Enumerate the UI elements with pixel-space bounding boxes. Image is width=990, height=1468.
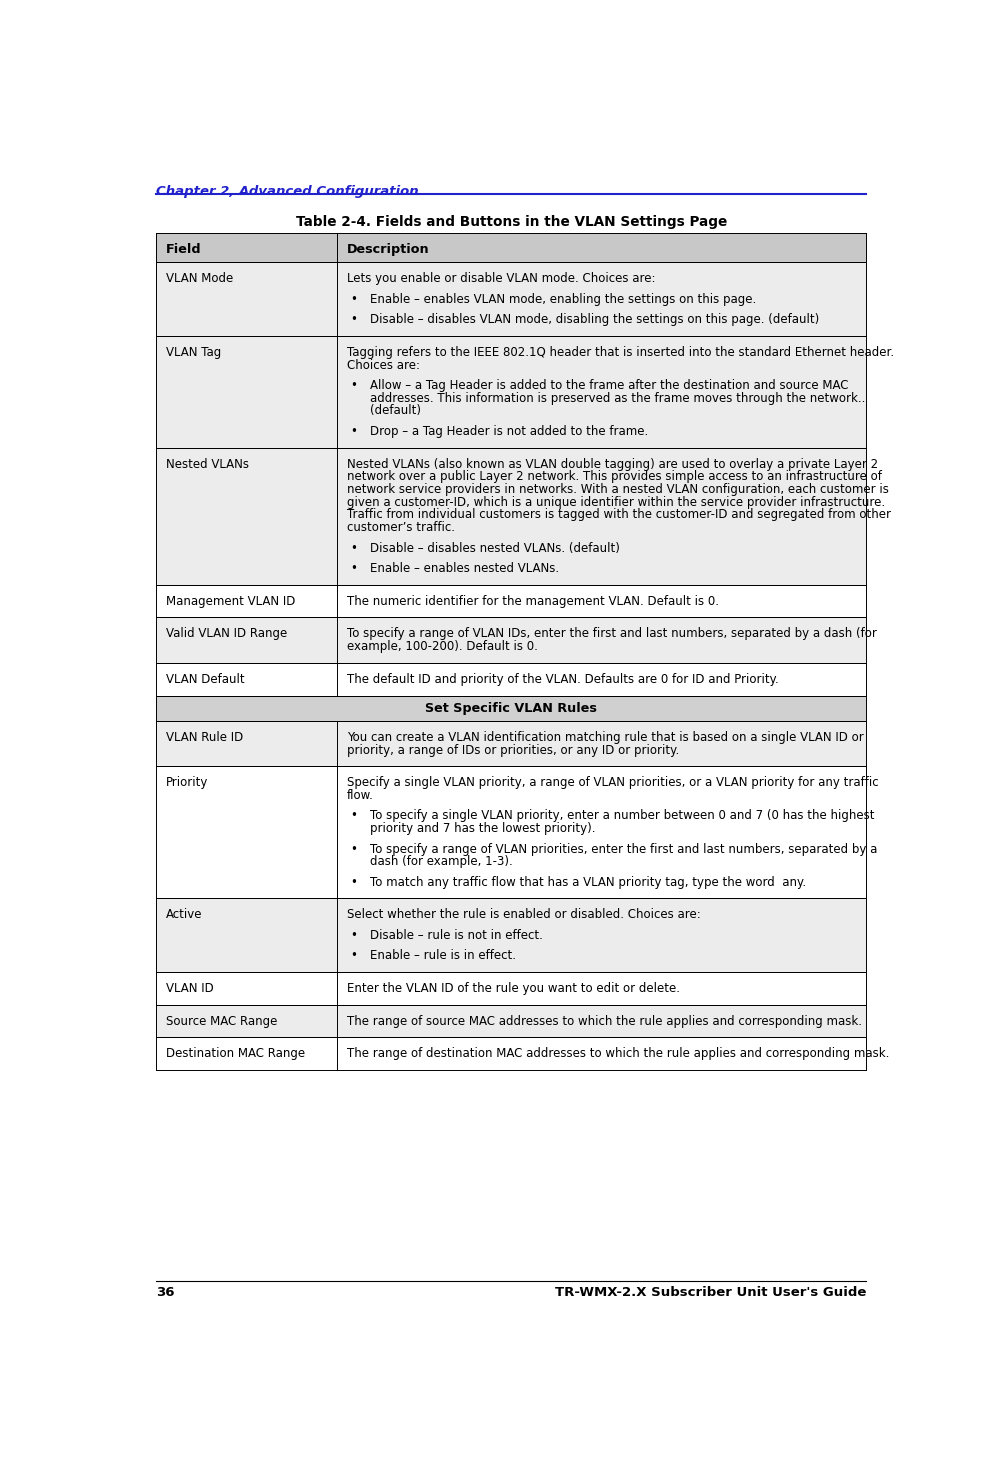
Text: priority and 7 has the lowest priority).: priority and 7 has the lowest priority). [370,822,595,835]
Text: VLAN Rule ID: VLAN Rule ID [165,731,243,744]
Bar [338,972,866,1004]
Text: Nested VLANs (also known as VLAN double tagging) are used to overlay a private L: Nested VLANs (also known as VLAN double … [346,458,878,471]
Text: To specify a single VLAN priority, enter a number between 0 and 7 (0 has the hig: To specify a single VLAN priority, enter… [370,809,874,822]
Text: Choices are:: Choices are: [346,358,420,371]
Text: network service providers in networks. With a nested VLAN configuration, each cu: network service providers in networks. W… [346,483,888,496]
Text: •: • [350,876,357,888]
Text: Select whether the rule is enabled or disabled. Choices are:: Select whether the rule is enabled or di… [346,909,700,922]
Text: Disable – disables nested VLANs. (default): Disable – disables nested VLANs. (defaul… [370,542,620,555]
Text: dash (for example, 1-3).: dash (for example, 1-3). [370,856,513,868]
Bar [338,584,866,618]
Text: The numeric identifier for the management VLAN. Default is 0.: The numeric identifier for the managemen… [346,595,719,608]
Bar [156,1004,338,1038]
Text: Active: Active [165,909,202,922]
Bar [156,336,338,448]
Bar [338,662,866,696]
Text: •: • [350,843,357,856]
Text: •: • [350,950,357,962]
Bar [338,766,866,898]
Bar [156,662,338,696]
Text: Management VLAN ID: Management VLAN ID [165,595,295,608]
Bar [338,721,866,766]
Text: The range of source MAC addresses to which the rule applies and corresponding ma: The range of source MAC addresses to whi… [346,1014,861,1028]
Text: Traffic from individual customers is tagged with the customer-ID and segregated : Traffic from individual customers is tag… [346,508,891,521]
Bar [156,766,338,898]
Text: 36: 36 [156,1286,175,1299]
Bar [156,584,338,618]
Text: You can create a VLAN identification matching rule that is based on a single VLA: You can create a VLAN identification mat… [346,731,863,744]
Text: To specify a range of VLAN priorities, enter the first and last numbers, separat: To specify a range of VLAN priorities, e… [370,843,877,856]
Text: •: • [350,809,357,822]
Text: VLAN Default: VLAN Default [165,672,245,686]
Bar [156,233,338,263]
Text: customer’s traffic.: customer’s traffic. [346,521,454,534]
Text: Disable – disables VLAN mode, disabling the settings on this page. (default): Disable – disables VLAN mode, disabling … [370,313,819,326]
Bar [156,898,338,972]
Text: Lets you enable or disable VLAN mode. Choices are:: Lets you enable or disable VLAN mode. Ch… [346,273,655,285]
Text: Enable – enables nested VLANs.: Enable – enables nested VLANs. [370,562,559,575]
Text: VLAN Mode: VLAN Mode [165,273,233,285]
Text: Description: Description [346,244,430,255]
Text: example, 100-200). Default is 0.: example, 100-200). Default is 0. [346,640,538,653]
Text: Specify a single VLAN priority, a range of VLAN priorities, or a VLAN priority f: Specify a single VLAN priority, a range … [346,777,878,790]
Text: To match any traffic flow that has a VLAN priority tag, type the word  any.: To match any traffic flow that has a VLA… [370,876,806,888]
Bar [338,1038,866,1070]
Text: Priority: Priority [165,777,208,790]
Bar [338,898,866,972]
Text: Enable – enables VLAN mode, enabling the settings on this page.: Enable – enables VLAN mode, enabling the… [370,292,756,305]
Text: Table 2-4. Fields and Buttons in the VLAN Settings Page: Table 2-4. Fields and Buttons in the VLA… [296,214,727,229]
Text: Destination MAC Range: Destination MAC Range [165,1047,305,1060]
Text: Chapter 2, Advanced Configuration: Chapter 2, Advanced Configuration [156,185,419,198]
Text: To specify a range of VLAN IDs, enter the first and last numbers, separated by a: To specify a range of VLAN IDs, enter th… [346,627,876,640]
Bar [156,972,338,1004]
Text: •: • [350,929,357,942]
Text: TR-WMX-2.X Subscriber Unit User's Guide: TR-WMX-2.X Subscriber Unit User's Guide [554,1286,866,1299]
Bar [338,336,866,448]
Text: priority, a range of IDs or priorities, or any ID or priority.: priority, a range of IDs or priorities, … [346,744,679,756]
Text: VLAN ID: VLAN ID [165,982,214,995]
Bar [156,448,338,584]
Bar [338,233,866,263]
Text: Disable – rule is not in effect.: Disable – rule is not in effect. [370,929,543,942]
Text: The range of destination MAC addresses to which the rule applies and correspondi: The range of destination MAC addresses t… [346,1047,889,1060]
Text: (default): (default) [370,405,421,417]
Text: Allow – a Tag Header is added to the frame after the destination and source MAC: Allow – a Tag Header is added to the fra… [370,379,848,392]
Text: •: • [350,313,357,326]
Text: Valid VLAN ID Range: Valid VLAN ID Range [165,627,287,640]
Bar [338,1004,866,1038]
Text: Source MAC Range: Source MAC Range [165,1014,277,1028]
Bar [156,721,338,766]
Text: given a customer-ID, which is a unique identifier within the service provider in: given a customer-ID, which is a unique i… [346,496,885,509]
Text: Nested VLANs: Nested VLANs [165,458,248,471]
Text: flow.: flow. [346,790,373,802]
Bar [156,618,338,662]
Text: The default ID and priority of the VLAN. Defaults are 0 for ID and Priority.: The default ID and priority of the VLAN.… [346,672,778,686]
Text: Enable – rule is in effect.: Enable – rule is in effect. [370,950,516,962]
Text: network over a public Layer 2 network. This provides simple access to an infrast: network over a public Layer 2 network. T… [346,470,881,483]
Bar [156,696,866,721]
Text: •: • [350,562,357,575]
Text: •: • [350,379,357,392]
Bar [156,263,338,336]
Bar [338,448,866,584]
Text: •: • [350,424,357,437]
Text: Set Specific VLAN Rules: Set Specific VLAN Rules [426,702,597,715]
Text: Tagging refers to the IEEE 802.1Q header that is inserted into the standard Ethe: Tagging refers to the IEEE 802.1Q header… [346,346,894,360]
Bar [338,618,866,662]
Text: Field: Field [165,244,201,255]
Bar [338,263,866,336]
Text: Drop – a Tag Header is not added to the frame.: Drop – a Tag Header is not added to the … [370,424,648,437]
Text: addresses. This information is preserved as the frame moves through the network.: addresses. This information is preserved… [370,392,865,405]
Text: •: • [350,292,357,305]
Text: Enter the VLAN ID of the rule you want to edit or delete.: Enter the VLAN ID of the rule you want t… [346,982,679,995]
Text: •: • [350,542,357,555]
Text: VLAN Tag: VLAN Tag [165,346,221,360]
Bar [156,1038,338,1070]
